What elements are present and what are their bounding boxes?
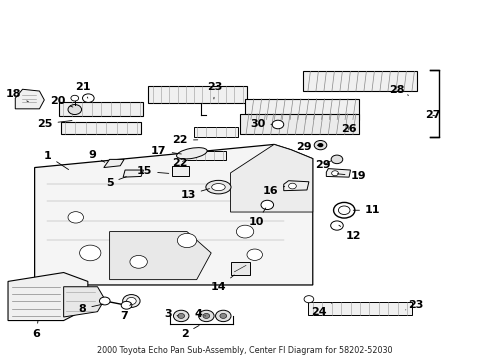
Bar: [307, 302, 411, 315]
Circle shape: [236, 225, 253, 238]
Text: 15: 15: [137, 166, 168, 176]
Bar: [240, 114, 358, 134]
Text: 16: 16: [262, 186, 284, 197]
Ellipse shape: [176, 148, 207, 159]
Circle shape: [122, 294, 140, 307]
Bar: [194, 127, 237, 136]
Text: 4: 4: [194, 309, 205, 319]
Circle shape: [215, 310, 230, 321]
Bar: [171, 166, 188, 176]
Polygon shape: [109, 231, 211, 280]
Circle shape: [178, 314, 184, 318]
Bar: [184, 151, 225, 161]
Circle shape: [246, 249, 262, 260]
Text: 19: 19: [337, 171, 366, 181]
Bar: [230, 262, 249, 275]
Bar: [244, 99, 358, 120]
Polygon shape: [230, 144, 312, 212]
Polygon shape: [15, 89, 44, 109]
Bar: [303, 72, 416, 91]
Polygon shape: [8, 273, 88, 320]
Circle shape: [288, 183, 296, 189]
Circle shape: [121, 301, 132, 309]
Circle shape: [272, 120, 283, 129]
Text: 11: 11: [352, 205, 380, 215]
Text: 29: 29: [315, 160, 330, 170]
Text: 18: 18: [6, 89, 28, 102]
Circle shape: [126, 297, 136, 305]
Ellipse shape: [205, 180, 230, 194]
Text: 10: 10: [248, 208, 265, 228]
Text: 1: 1: [44, 151, 68, 170]
Bar: [61, 122, 141, 134]
Circle shape: [82, 94, 94, 103]
Text: 26: 26: [340, 125, 356, 135]
Circle shape: [331, 171, 338, 176]
Text: 5: 5: [105, 177, 126, 188]
Text: 3: 3: [163, 309, 178, 319]
Text: 6: 6: [32, 320, 40, 339]
Circle shape: [330, 155, 342, 164]
Polygon shape: [123, 170, 143, 177]
Circle shape: [261, 200, 273, 210]
Circle shape: [177, 233, 196, 248]
Circle shape: [220, 314, 226, 318]
Text: 24: 24: [310, 303, 331, 318]
Text: 28: 28: [388, 85, 407, 95]
Text: 17: 17: [151, 146, 181, 156]
Ellipse shape: [211, 184, 225, 191]
Text: 2: 2: [181, 325, 199, 339]
Circle shape: [304, 296, 313, 303]
Circle shape: [71, 95, 79, 101]
Polygon shape: [325, 168, 350, 177]
Text: 23: 23: [405, 300, 423, 310]
Text: 30: 30: [249, 119, 272, 129]
Polygon shape: [283, 181, 308, 191]
Text: 20: 20: [50, 96, 73, 107]
Circle shape: [80, 245, 101, 261]
Text: 25: 25: [37, 119, 72, 129]
Text: 23: 23: [207, 82, 223, 99]
Text: 14: 14: [211, 275, 234, 292]
Text: 9: 9: [88, 150, 104, 162]
Bar: [59, 103, 143, 116]
Text: 2000 Toyota Echo Pan Sub-Assembly, Center Fl Diagram for 58202-52030: 2000 Toyota Echo Pan Sub-Assembly, Cente…: [97, 346, 392, 355]
Circle shape: [338, 206, 349, 215]
Circle shape: [317, 143, 323, 147]
Text: 22: 22: [172, 135, 197, 145]
Text: 27: 27: [424, 110, 440, 120]
Polygon shape: [35, 144, 312, 285]
Polygon shape: [63, 287, 104, 317]
Text: 22: 22: [172, 158, 187, 168]
Bar: [148, 86, 247, 103]
Circle shape: [68, 212, 83, 223]
Polygon shape: [103, 159, 124, 167]
Circle shape: [130, 256, 147, 268]
Circle shape: [314, 140, 326, 150]
Text: 12: 12: [338, 225, 361, 240]
Circle shape: [68, 104, 81, 114]
Circle shape: [333, 202, 354, 218]
Text: 8: 8: [79, 304, 103, 314]
Text: 29: 29: [296, 142, 318, 152]
Circle shape: [330, 221, 343, 230]
Text: 21: 21: [75, 82, 90, 98]
Text: 7: 7: [120, 304, 131, 321]
Circle shape: [173, 310, 188, 321]
Circle shape: [198, 310, 214, 321]
Circle shape: [203, 314, 209, 318]
Text: 13: 13: [180, 189, 209, 200]
Circle shape: [99, 297, 110, 305]
